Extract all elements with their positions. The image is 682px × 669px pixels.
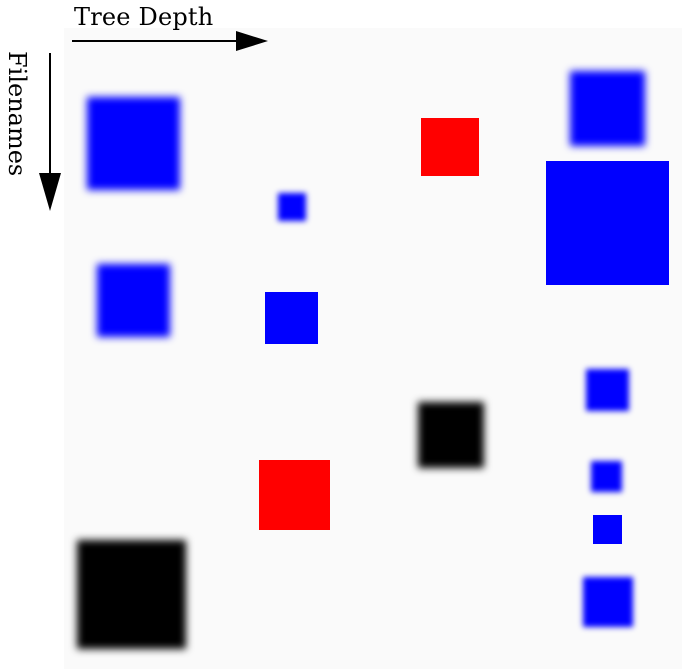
- bottom-left-black-square: [77, 540, 186, 649]
- down-arrow-icon: [39, 53, 61, 211]
- small-right-blue-square: [593, 515, 622, 544]
- right-lower-blue-dot: [591, 461, 622, 492]
- top-left-blue-square: [87, 97, 180, 190]
- right-middle-blue-square: [586, 369, 629, 411]
- upper-middle-blue-dot: [278, 193, 306, 221]
- lower-red-square: [259, 460, 330, 530]
- center-black-square: [418, 402, 484, 468]
- middle-left-blue-square: [97, 264, 170, 337]
- large-right-blue-square: [546, 161, 669, 285]
- filenames-label: Filenames: [3, 51, 31, 177]
- tree-depth-label: Tree Depth: [74, 3, 214, 31]
- right-arrow-icon: [72, 31, 268, 51]
- bottom-right-blue-square: [583, 577, 633, 627]
- upper-red-square: [421, 118, 479, 176]
- middle-blue-square: [265, 292, 318, 344]
- top-right-blue-square: [570, 71, 645, 146]
